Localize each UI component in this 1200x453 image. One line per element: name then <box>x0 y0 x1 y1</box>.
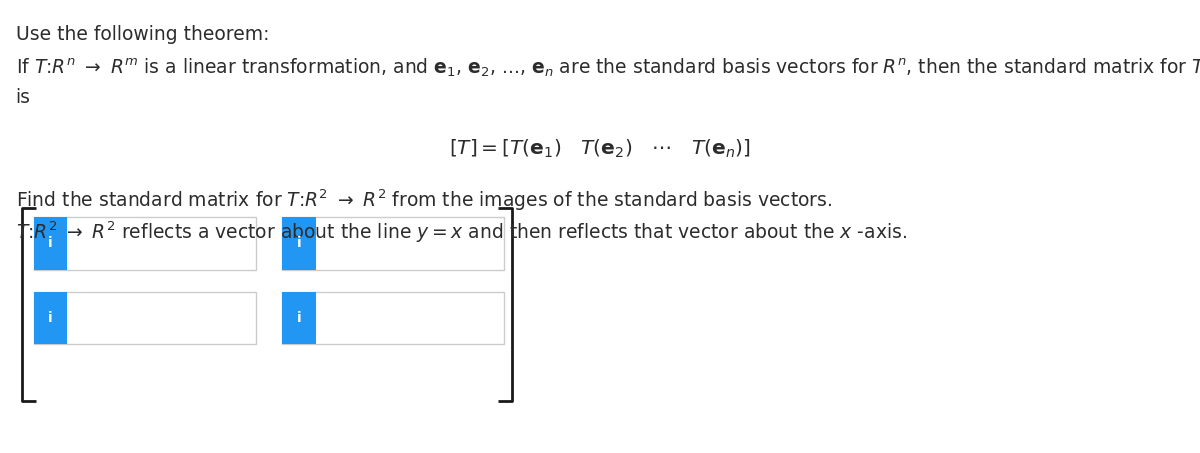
Text: i: i <box>296 236 301 251</box>
Text: Find the standard matrix for $T$:$R^2$ $\rightarrow$ $R^2$ from the images of th: Find the standard matrix for $T$:$R^2$ $… <box>16 188 832 213</box>
Text: If $T$:$R^n$ $\rightarrow$ $R^m$ is a linear transformation, and $\mathbf{e}_1$,: If $T$:$R^n$ $\rightarrow$ $R^m$ is a li… <box>16 57 1200 79</box>
Text: i: i <box>48 236 53 251</box>
Text: is: is <box>16 88 31 107</box>
Text: $T$:$R^2$ $\rightarrow$ $R^2$ reflects a vector about the line $y = x$ and then : $T$:$R^2$ $\rightarrow$ $R^2$ reflects a… <box>16 220 907 245</box>
Text: Use the following theorem:: Use the following theorem: <box>16 25 269 44</box>
Text: i: i <box>48 311 53 325</box>
Text: $[T] = \left[T(\mathbf{e}_1) \quad T(\mathbf{e}_2) \quad \cdots \quad T(\mathbf{: $[T] = \left[T(\mathbf{e}_1) \quad T(\ma… <box>449 138 751 160</box>
Text: i: i <box>296 311 301 325</box>
